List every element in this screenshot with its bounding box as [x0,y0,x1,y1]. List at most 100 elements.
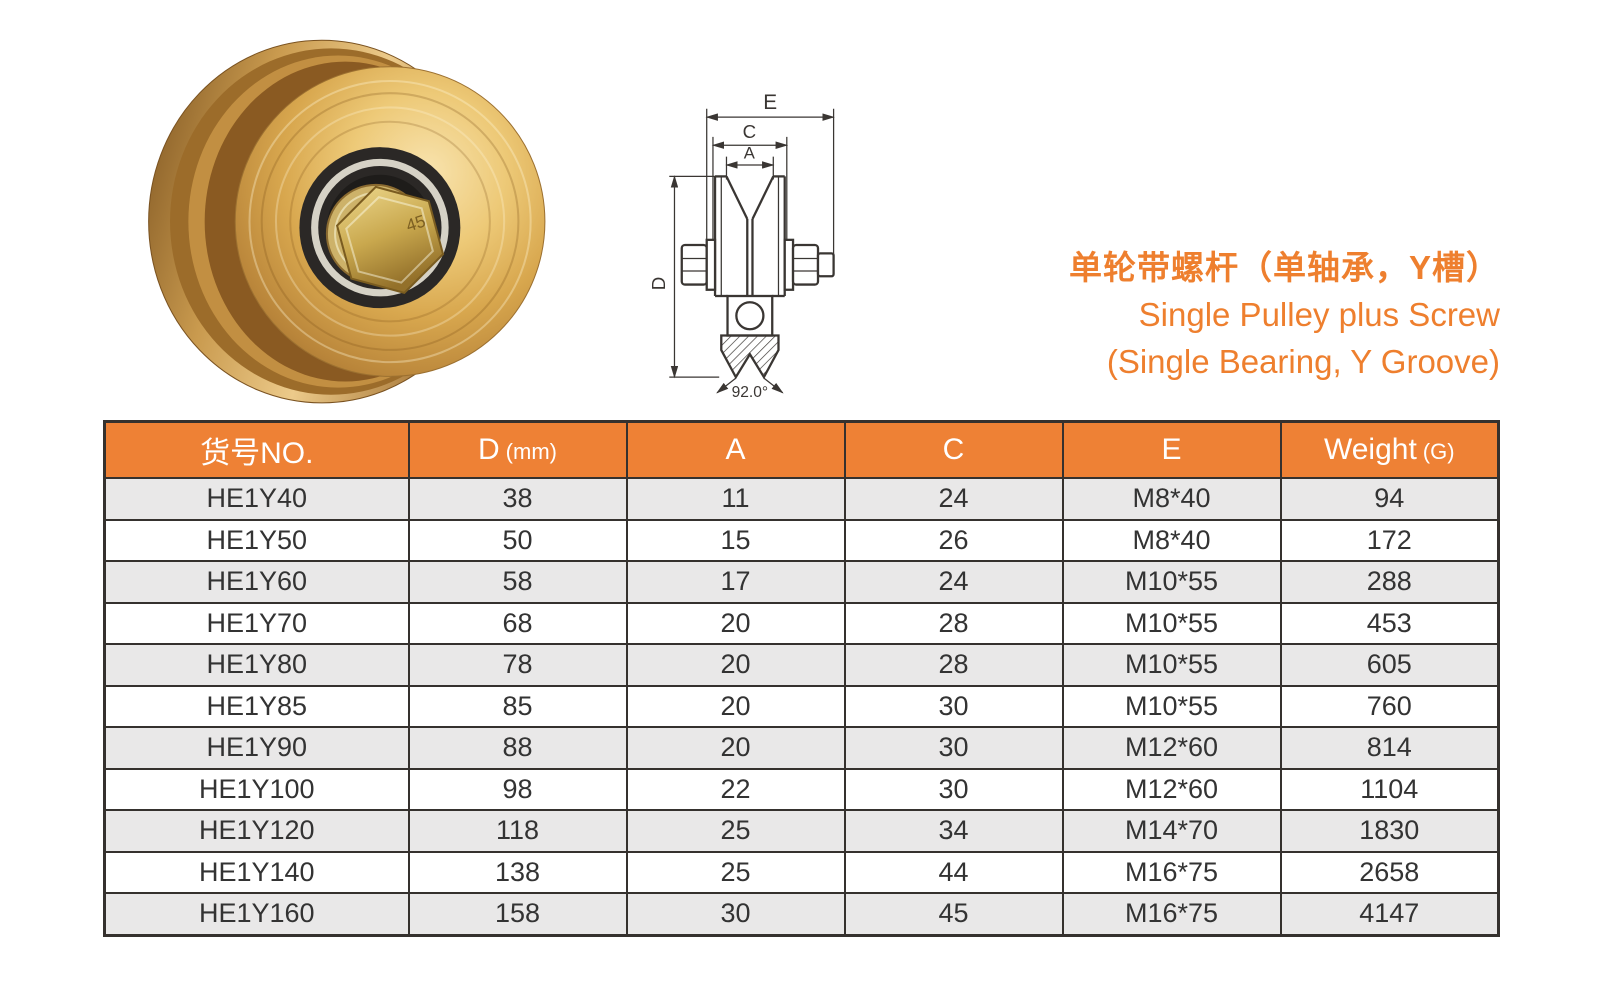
cell-a: 17 [625,560,846,604]
cell-a: 20 [625,643,846,687]
cell-weight_g: 1830 [1279,809,1500,853]
technical-diagram: E C A D 92.0° [622,88,962,401]
cell-model: HE1Y80 [103,643,410,687]
col-header-model: 货号NO. [103,420,410,479]
cell-model: HE1Y85 [103,684,410,728]
col-header-c: C [843,420,1064,479]
cell-c: 26 [843,518,1064,562]
cell-d_mm: 118 [407,809,628,853]
hex-bolt-head: 45 [335,185,445,294]
cell-c: 45 [843,892,1064,936]
cell-c: 24 [843,560,1064,604]
cell-c: 24 [843,477,1064,521]
cell-model: HE1Y50 [103,518,410,562]
cell-e: M10*55 [1061,601,1282,645]
header-sublabel: (G) [1422,439,1455,464]
table-row: HE1Y85 85 20 30 M10*55 760 [103,684,1500,728]
table-row: HE1Y60 58 17 24 M10*55 288 [103,560,1500,604]
cell-e: M8*40 [1061,477,1282,521]
col-header-d-mm: D (mm) [407,420,628,479]
pulley-photo-illustration: 45 [148,39,546,404]
cell-weight_g: 1104 [1279,767,1500,811]
cell-c: 28 [843,601,1064,645]
cell-model: HE1Y40 [103,477,410,521]
header-label: D [478,433,500,466]
cell-c: 30 [843,767,1064,811]
table-row: HE1Y40 38 11 24 M8*40 94 [103,477,1500,521]
cell-d_mm: 85 [407,684,628,728]
cell-c: 28 [843,643,1064,687]
cell-e: M14*70 [1061,809,1282,853]
cell-d_mm: 50 [407,518,628,562]
dim-label-c: C [743,121,757,142]
cell-weight_g: 288 [1279,560,1500,604]
cell-a: 25 [625,809,846,853]
cell-weight_g: 172 [1279,518,1500,562]
cell-model: HE1Y100 [103,767,410,811]
cell-model: HE1Y70 [103,601,410,645]
cell-c: 30 [843,684,1064,728]
cell-a: 20 [625,601,846,645]
spec-table: 货号NO. D (mm) A C E Weight (G) HE1Y40 38 11 24… [103,420,1500,937]
angle-label: 92.0° [732,384,769,400]
cell-e: M12*60 [1061,726,1282,770]
table-row: HE1Y70 68 20 28 M10*55 453 [103,601,1500,645]
spec-table-body: HE1Y40 38 11 24 M8*40 94 HE1Y50 50 15 26 M8*40 172 H… [103,477,1500,936]
cell-e: M10*55 [1061,684,1282,728]
cell-d_mm: 68 [407,601,628,645]
product-photo: 45 [112,28,552,410]
header-row: 货号NO. D (mm) A C E Weight (G) [103,420,1500,479]
header-label: C [942,433,965,466]
col-header-e: E [1061,420,1282,479]
header-sublabel: (mm) [505,439,557,464]
cell-c: 30 [843,726,1064,770]
cell-model: HE1Y160 [103,892,410,936]
header-label: 货号NO. [200,437,314,470]
cell-a: 22 [625,767,846,811]
cell-d_mm: 138 [407,850,628,894]
cell-a: 11 [625,477,846,521]
table-row: HE1Y120 118 25 34 M14*70 1830 [103,809,1500,853]
cell-d_mm: 88 [407,726,628,770]
table-row: HE1Y160 158 30 45 M16*75 4147 [103,892,1500,936]
cell-e: M10*55 [1061,643,1282,687]
cell-e: M8*40 [1061,518,1282,562]
dim-label-a: A [744,144,756,163]
cell-a: 25 [625,850,846,894]
cell-a: 20 [625,726,846,770]
cell-d_mm: 78 [407,643,628,687]
cell-e: M10*55 [1061,560,1282,604]
cell-a: 30 [625,892,846,936]
spec-table-header: 货号NO. D (mm) A C E Weight (G) [103,420,1500,479]
product-title-cn: 单轮带螺杆（单轴承，Y槽） [1068,249,1500,286]
cell-e: M16*75 [1061,850,1282,894]
cell-weight_g: 94 [1279,477,1500,521]
header-label: A [725,433,746,466]
cell-model: HE1Y120 [103,809,410,853]
header-label: E [1161,433,1182,466]
cell-model: HE1Y60 [103,560,410,604]
cell-e: M12*60 [1061,767,1282,811]
product-title-en-line2: (Single Bearing, Y Groove) [1106,343,1500,380]
cell-e: M16*75 [1061,892,1282,936]
cell-d_mm: 98 [407,767,628,811]
pulley-cross-section-drawing: E C A D 92.0° [648,91,835,401]
product-title-en-line1: Single Pulley plus Screw [1138,296,1500,333]
cell-weight_g: 760 [1279,684,1500,728]
cell-weight_g: 453 [1279,601,1500,645]
col-header-a: A [625,420,846,479]
wheel-profile [680,175,835,380]
cell-d_mm: 58 [407,560,628,604]
cell-c: 34 [843,809,1064,853]
dimension-lines [669,108,835,394]
cell-weight_g: 814 [1279,726,1500,770]
cell-a: 20 [625,684,846,728]
dim-label-e: E [763,91,777,114]
cell-c: 44 [843,850,1064,894]
header-label: Weight [1323,433,1417,466]
table-row: HE1Y140 138 25 44 M16*75 2658 [103,850,1500,894]
cell-model: HE1Y140 [103,850,410,894]
cell-weight_g: 4147 [1279,892,1500,936]
col-header-weight: Weight (G) [1279,420,1500,479]
diagram-labels: E C A D 92.0° [648,91,777,401]
